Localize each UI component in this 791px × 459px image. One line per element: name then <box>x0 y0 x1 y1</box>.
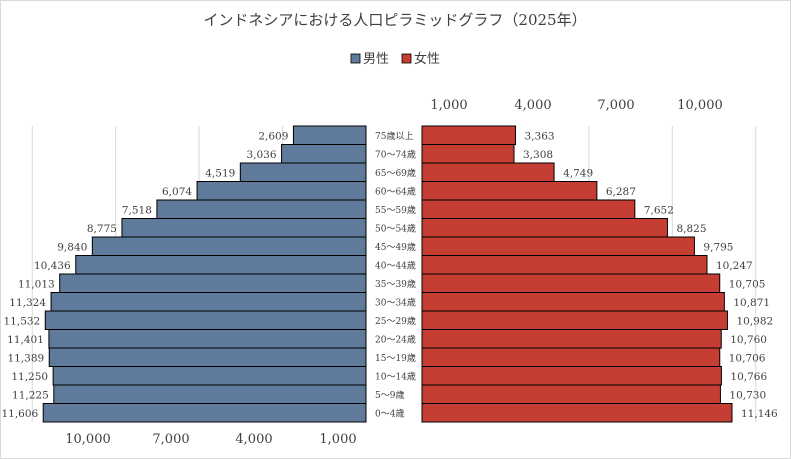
age-category-label: 75歳以上 <box>375 130 413 142</box>
female-data-label: 10,247 <box>716 260 753 272</box>
legend: 男性 女性 <box>350 51 440 67</box>
female-axis-tick: 4,000 <box>514 98 551 113</box>
male-data-label: 11,250 <box>11 371 48 383</box>
age-category-label: 45〜49歳 <box>375 241 416 253</box>
male-bar <box>156 199 367 219</box>
male-data-label: 4,519 <box>205 167 235 179</box>
age-category-label: 60〜64歳 <box>375 185 416 197</box>
female-data-label: 8,825 <box>676 223 706 235</box>
female-bar <box>421 384 721 404</box>
male-data-label: 11,532 <box>4 315 41 327</box>
male-data-label: 11,225 <box>12 389 49 401</box>
male-data-label: 11,324 <box>9 297 46 309</box>
female-bar <box>421 144 515 164</box>
male-bar <box>196 181 367 201</box>
male-data-label: 9,840 <box>57 241 87 253</box>
male-bar <box>48 329 367 349</box>
male-data-label: 11,013 <box>18 278 55 290</box>
age-category-label: 30〜34歳 <box>375 296 416 308</box>
age-category-label: 55〜59歳 <box>375 204 416 216</box>
male-data-label: 11,606 <box>1 408 38 420</box>
age-category-label: 50〜54歳 <box>375 222 416 234</box>
male-bar <box>48 347 367 367</box>
female-data-label: 10,982 <box>736 315 773 327</box>
age-category-label: 35〜39歳 <box>375 278 416 290</box>
male-axis-tick: 1,000 <box>319 432 356 447</box>
female-data-label: 10,706 <box>729 352 766 364</box>
female-data-label: 10,705 <box>729 278 766 290</box>
chart-title: インドネシアにおける人口ピラミッドグラフ（2025年） <box>203 11 586 29</box>
age-category-label: 25〜29歳 <box>375 315 416 327</box>
male-bar <box>52 366 367 386</box>
male-bar <box>91 236 367 256</box>
legend-label-female: 女性 <box>414 51 440 67</box>
male-axis-tick: 4,000 <box>235 432 272 447</box>
age-category-label: 10〜14歳 <box>375 370 416 382</box>
female-bar <box>421 162 555 182</box>
legend-swatch-female <box>401 53 412 64</box>
female-bar <box>421 403 733 423</box>
male-data-label: 8,775 <box>87 223 117 235</box>
male-data-label: 10,436 <box>34 260 71 272</box>
male-bar <box>42 403 367 423</box>
female-data-label: 7,652 <box>644 204 674 216</box>
age-category-label: 65〜69歳 <box>375 167 416 179</box>
male-bar <box>239 162 367 182</box>
female-data-label: 3,363 <box>525 130 555 142</box>
age-category-label: 20〜24歳 <box>375 333 416 345</box>
female-bar <box>421 125 517 145</box>
legend-swatch-male <box>350 53 361 64</box>
male-bar <box>50 292 367 312</box>
male-bar <box>59 273 367 293</box>
age-category-label: 70〜74歳 <box>375 148 416 160</box>
female-data-label: 10,760 <box>730 334 767 346</box>
male-data-label: 11,389 <box>7 352 44 364</box>
male-data-label: 6,074 <box>162 186 192 198</box>
age-category-label: 0〜4歳 <box>375 407 404 419</box>
male-data-label: 11,401 <box>7 334 44 346</box>
male-data-label: 2,609 <box>258 130 288 142</box>
female-data-label: 11,146 <box>741 408 778 420</box>
female-data-label: 10,766 <box>730 371 767 383</box>
female-axis-tick: 7,000 <box>597 98 634 113</box>
male-bar <box>44 310 367 330</box>
male-bar <box>53 384 367 404</box>
female-bar <box>421 292 725 312</box>
male-data-label: 3,036 <box>246 149 276 161</box>
female-bar <box>421 199 636 219</box>
age-category-label: 15〜19歳 <box>375 352 416 364</box>
female-axis-tick: 1,000 <box>430 98 467 113</box>
female-data-label: 3,308 <box>523 149 553 161</box>
female-data-label: 9,795 <box>703 241 733 253</box>
male-bar <box>121 218 367 238</box>
legend-label-male: 男性 <box>363 52 389 67</box>
female-data-label: 4,749 <box>563 167 593 179</box>
female-data-label: 6,287 <box>606 186 636 198</box>
female-bar <box>421 255 708 275</box>
male-axis-tick: 10,000 <box>65 432 111 447</box>
male-bar <box>75 255 367 275</box>
male-bar <box>281 144 367 164</box>
age-category-label: 5〜9歳 <box>375 389 404 401</box>
age-category-label: 40〜44歳 <box>375 259 416 271</box>
male-axis-tick: 7,000 <box>152 432 189 447</box>
female-data-label: 10,730 <box>729 389 766 401</box>
female-data-label: 10,871 <box>733 297 770 309</box>
female-bar <box>421 310 728 330</box>
female-bar <box>421 181 598 201</box>
female-bar <box>421 347 721 367</box>
male-data-label: 7,518 <box>122 204 152 216</box>
male-bar <box>292 125 367 145</box>
female-bar <box>421 329 722 349</box>
female-bar <box>421 218 668 238</box>
female-bar <box>421 236 695 256</box>
female-bar <box>421 366 722 386</box>
female-axis-tick: 10,000 <box>677 98 723 113</box>
female-bar <box>421 273 721 293</box>
